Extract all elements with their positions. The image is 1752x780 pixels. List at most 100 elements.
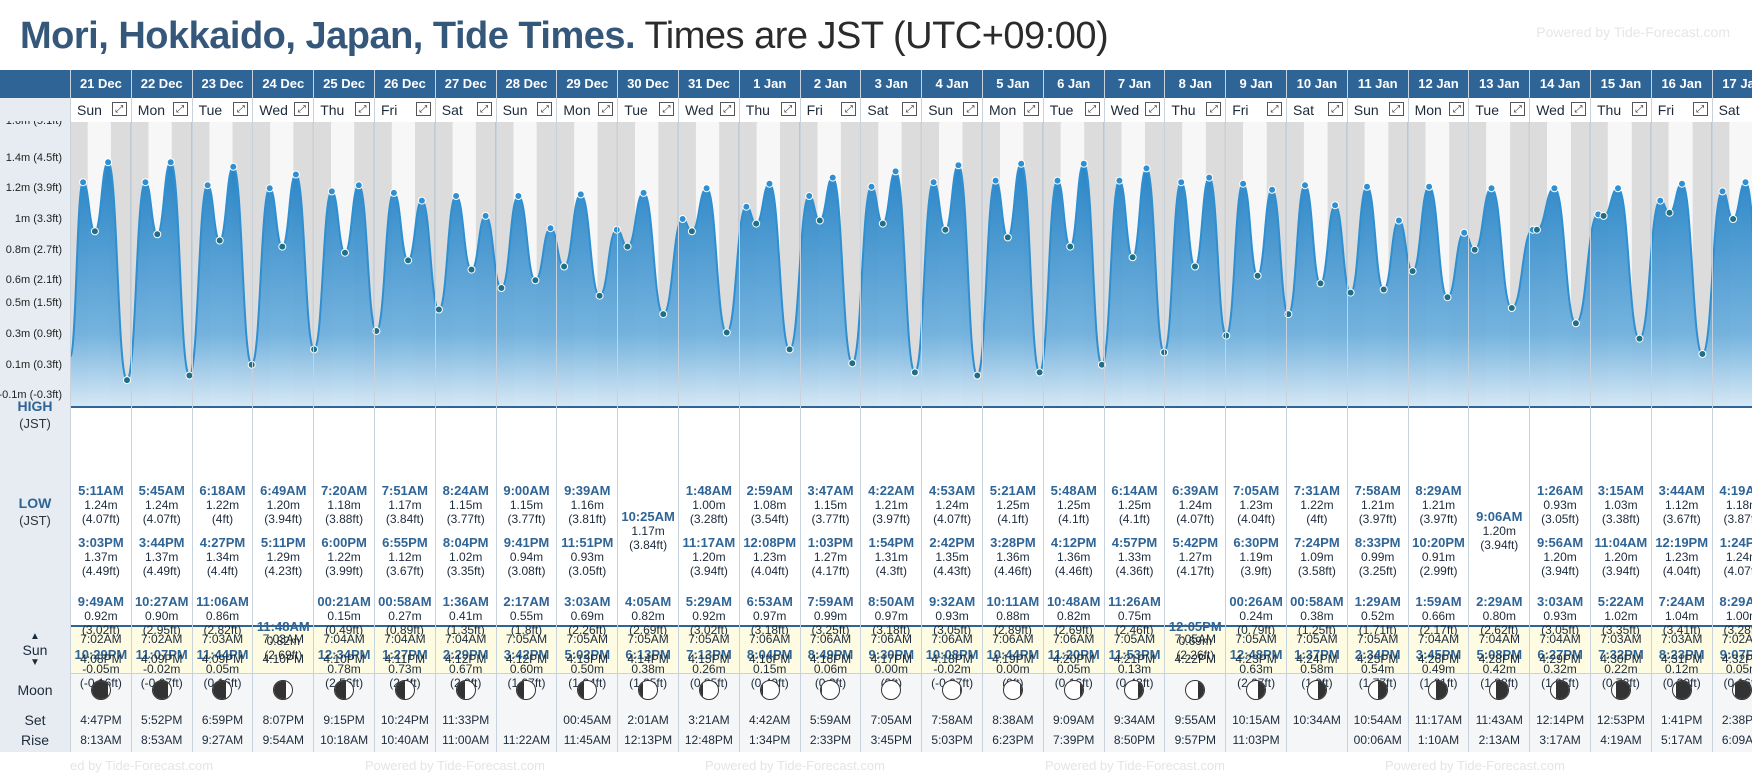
low-tide-point[interactable] (247, 360, 256, 369)
high-tide-point[interactable] (327, 187, 336, 196)
high-tide-point[interactable] (79, 178, 88, 187)
low-tide-point[interactable] (1222, 331, 1231, 340)
high-tide-point[interactable] (891, 167, 900, 176)
low-tide-point[interactable] (1379, 285, 1388, 294)
high-tide-point[interactable] (389, 188, 398, 197)
expand-day-icon[interactable]: ⤢ (537, 102, 553, 116)
low-tide-point[interactable] (910, 368, 919, 377)
low-tide-point[interactable] (623, 242, 632, 251)
high-tide-point[interactable] (929, 178, 938, 187)
expand-day-icon[interactable]: ⤢ (1023, 102, 1039, 116)
expand-day-icon[interactable]: ⤢ (962, 102, 978, 116)
high-tide-point[interactable] (991, 176, 1000, 185)
expand-day-icon[interactable]: ⤢ (598, 102, 614, 116)
high-tide-point[interactable] (481, 211, 490, 220)
high-tide-point[interactable] (452, 192, 461, 200)
high-tide-point[interactable] (354, 181, 363, 190)
high-tide-point[interactable] (1718, 187, 1727, 196)
high-tide-point[interactable] (1550, 184, 1559, 193)
high-tide-point[interactable] (1487, 184, 1496, 193)
low-tide-point[interactable] (1408, 267, 1417, 276)
high-tide-point[interactable] (1394, 216, 1403, 225)
high-tide-point[interactable] (1425, 182, 1434, 191)
low-tide-point[interactable] (722, 328, 731, 337)
low-tide-point[interactable] (1253, 271, 1262, 280)
expand-day-icon[interactable]: ⤢ (780, 102, 796, 116)
low-tide-point[interactable] (1316, 279, 1325, 288)
high-tide-point[interactable] (514, 192, 523, 200)
expand-day-icon[interactable]: ⤢ (294, 102, 310, 116)
high-tide-point[interactable] (828, 173, 837, 182)
expand-day-icon[interactable]: ⤢ (1327, 102, 1343, 116)
high-tide-point[interactable] (141, 178, 150, 187)
low-tide-point[interactable] (687, 227, 696, 236)
high-tide-point[interactable] (805, 192, 814, 200)
expand-day-icon[interactable]: ⤢ (172, 102, 188, 116)
high-tide-point[interactable] (678, 215, 687, 223)
low-tide-point[interactable] (90, 227, 99, 236)
high-tide-point[interactable] (1239, 179, 1248, 188)
high-tide-point[interactable] (1678, 179, 1686, 188)
high-tide-point[interactable] (1177, 178, 1186, 187)
expand-day-icon[interactable]: ⤢ (902, 102, 918, 116)
low-tide-point[interactable] (752, 219, 761, 228)
low-tide-point[interactable] (123, 376, 131, 385)
expand-day-icon[interactable]: ⤢ (1145, 102, 1161, 116)
low-tide-point[interactable] (1160, 348, 1169, 357)
high-tide-point[interactable] (1460, 228, 1469, 237)
low-tide-point[interactable] (1599, 211, 1608, 220)
high-tide-point[interactable] (867, 182, 876, 191)
low-tide-point[interactable] (1571, 319, 1580, 328)
low-tide-point[interactable] (1003, 233, 1012, 242)
low-tide-point[interactable] (878, 219, 887, 228)
low-tide-point[interactable] (848, 359, 857, 368)
expand-day-icon[interactable]: ⤢ (111, 102, 127, 116)
low-tide-point[interactable] (1470, 245, 1479, 254)
sun-sort-arrow-down[interactable]: ▼ (30, 657, 40, 668)
low-tide-point[interactable] (467, 265, 476, 274)
high-tide-point[interactable] (1017, 159, 1026, 168)
low-tide-point[interactable] (1729, 215, 1738, 223)
expand-day-icon[interactable]: ⤢ (719, 102, 735, 116)
expand-day-icon[interactable]: ⤢ (658, 102, 674, 116)
high-tide-point[interactable] (1331, 201, 1340, 210)
expand-day-icon[interactable]: ⤢ (476, 102, 492, 116)
high-tide-point[interactable] (1301, 181, 1309, 190)
high-tide-point[interactable] (576, 190, 585, 199)
low-tide-point[interactable] (973, 371, 982, 380)
expand-day-icon[interactable]: ⤢ (841, 102, 857, 116)
low-tide-point[interactable] (941, 225, 950, 234)
low-tide-point[interactable] (1066, 242, 1075, 251)
expand-day-icon[interactable]: ⤢ (1388, 102, 1404, 116)
high-tide-point[interactable] (1363, 182, 1371, 191)
expand-day-icon[interactable]: ⤢ (1206, 102, 1222, 116)
expand-day-icon[interactable]: ⤢ (1084, 102, 1100, 116)
expand-day-icon[interactable]: ⤢ (233, 102, 249, 116)
high-tide-point[interactable] (265, 184, 274, 193)
low-tide-point[interactable] (1532, 225, 1541, 234)
high-tide-point[interactable] (702, 184, 711, 193)
high-tide-point[interactable] (1268, 185, 1277, 194)
high-tide-point[interactable] (612, 225, 621, 234)
high-tide-point[interactable] (1741, 178, 1750, 187)
high-tide-point[interactable] (1205, 173, 1214, 182)
high-tide-point[interactable] (291, 170, 300, 179)
low-tide-point[interactable] (560, 262, 569, 271)
expand-day-icon[interactable]: ⤢ (1631, 102, 1647, 116)
high-tide-point[interactable] (1614, 184, 1622, 193)
low-tide-point[interactable] (1665, 208, 1674, 217)
high-tide-point[interactable] (229, 162, 238, 171)
expand-day-icon[interactable]: ⤢ (1449, 102, 1465, 116)
expand-day-icon[interactable]: ⤢ (1510, 102, 1526, 116)
expand-day-icon[interactable]: ⤢ (415, 102, 431, 116)
high-tide-point[interactable] (1656, 196, 1665, 205)
high-tide-point[interactable] (639, 188, 648, 197)
low-tide-point[interactable] (1128, 253, 1137, 262)
low-tide-point[interactable] (278, 242, 287, 251)
low-tide-point[interactable] (659, 310, 668, 319)
expand-day-icon[interactable]: ⤢ (354, 102, 370, 116)
high-tide-point[interactable] (1053, 176, 1062, 185)
expand-day-icon[interactable]: ⤢ (1570, 102, 1586, 116)
low-tide-point[interactable] (1507, 304, 1516, 312)
low-tide-point[interactable] (404, 256, 413, 265)
